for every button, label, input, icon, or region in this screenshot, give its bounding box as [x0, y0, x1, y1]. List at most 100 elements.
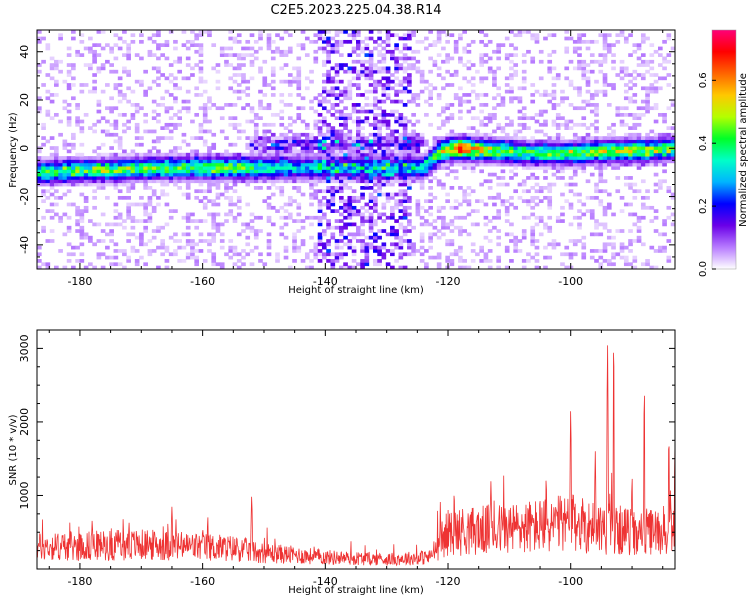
heatmap-cell: [317, 93, 323, 97]
heatmap-cell: [453, 205, 459, 210]
heatmap-cell: [143, 166, 148, 170]
heatmap-cell: [160, 162, 165, 167]
heatmap-cell: [168, 152, 174, 157]
heatmap-cell: [313, 142, 319, 147]
heatmap-cell: [551, 136, 557, 140]
heatmap-cell: [449, 159, 455, 164]
heatmap-cell: [415, 205, 421, 210]
heatmap-cell: [560, 176, 565, 180]
heatmap-cell: [113, 122, 119, 127]
heatmap-cell: [577, 136, 582, 140]
heatmap-cell: [381, 122, 387, 127]
heatmap-cell: [317, 222, 323, 227]
heatmap-cell: [147, 152, 153, 157]
heatmap-cell: [390, 252, 395, 257]
heatmap-cell: [364, 249, 370, 253]
heatmap-cell: [517, 139, 523, 144]
heatmap-cell: [509, 139, 514, 144]
heatmap-cell: [321, 96, 327, 101]
heatmap-cell: [623, 112, 629, 117]
heatmap-cell: [126, 232, 131, 237]
heatmap-cell: [279, 189, 285, 194]
heatmap-cell: [317, 126, 323, 130]
heatmap-cell: [54, 189, 59, 194]
heatmap-cell: [262, 59, 268, 64]
heatmap-cell: [568, 159, 574, 164]
heatmap-cell: [513, 146, 519, 150]
heatmap-cell: [543, 162, 548, 167]
heatmap-cell: [377, 262, 382, 267]
heatmap-cell: [105, 182, 110, 187]
heatmap-cell: [275, 33, 280, 38]
heatmap-cell: [126, 202, 131, 207]
heatmap-cell: [581, 255, 587, 260]
heatmap-cell: [262, 156, 268, 160]
heatmap-cell: [509, 66, 514, 71]
heatmap-cell: [62, 265, 68, 269]
heatmap-cell: [360, 195, 365, 200]
heatmap-cell: [628, 86, 633, 91]
heatmap-cell: [521, 79, 527, 84]
heatmap-cell: [513, 159, 519, 164]
heatmap-cell: [373, 126, 378, 130]
heatmap-cell: [521, 69, 527, 74]
heatmap-cell: [173, 179, 178, 184]
heatmap-cell: [117, 99, 123, 104]
heatmap-cell: [151, 33, 157, 38]
heatmap-cell: [92, 265, 97, 269]
heatmap-cell: [343, 136, 348, 140]
heatmap-cell: [198, 66, 204, 71]
heatmap-cell: [577, 156, 582, 160]
heatmap-cell: [79, 166, 85, 170]
heatmap-cell: [300, 219, 306, 223]
heatmap-cell: [321, 146, 327, 150]
heatmap-cell: [377, 83, 382, 87]
heatmap-cell: [258, 89, 263, 94]
heatmap-cell: [649, 129, 655, 134]
heatmap-cell: [577, 59, 582, 64]
heatmap-cell: [334, 109, 340, 114]
heatmap-cell: [58, 156, 63, 160]
heatmap-cell: [317, 146, 323, 150]
heatmap-cell: [432, 86, 438, 91]
heatmap-cell: [602, 156, 608, 160]
heatmap-cell: [368, 229, 374, 233]
heatmap-cell: [645, 36, 650, 41]
heatmap-cell: [219, 176, 225, 180]
heatmap-cell: [185, 169, 191, 174]
heatmap-cell: [279, 53, 285, 57]
heatmap-cell: [509, 89, 514, 94]
heatmap-cell: [364, 73, 370, 77]
heatmap-cell: [211, 159, 217, 164]
heatmap-cell: [483, 202, 489, 207]
heatmap-cell: [309, 159, 314, 164]
heatmap-cell: [287, 49, 293, 54]
heatmap-cell: [296, 245, 302, 250]
heatmap-cell: [628, 73, 633, 77]
heatmap-cell: [334, 159, 340, 164]
heatmap-cell: [602, 162, 608, 167]
heatmap-cell: [113, 166, 119, 170]
heatmap-cell: [530, 172, 536, 177]
heatmap-cell: [151, 189, 157, 194]
heatmap-cell: [113, 172, 119, 177]
heatmap-cell: [117, 76, 123, 81]
heatmap-cell: [241, 262, 246, 267]
heatmap-cell: [134, 159, 140, 164]
heatmap-cell: [517, 33, 523, 38]
heatmap-cell: [117, 136, 123, 140]
heatmap-cell: [555, 176, 561, 180]
heatmap-cell: [249, 63, 255, 67]
heatmap-cell: [309, 202, 314, 207]
heatmap-cell: [356, 43, 361, 47]
heatmap-cell: [49, 169, 55, 174]
heatmap-cell: [543, 152, 548, 157]
heatmap-cell: [530, 225, 536, 230]
heatmap-cell: [134, 235, 140, 240]
heatmap-cell: [653, 146, 659, 150]
heatmap-cell: [309, 39, 314, 44]
heatmap-cell: [202, 159, 208, 164]
heatmap-cell: [343, 172, 348, 177]
heatmap-cell: [270, 205, 276, 210]
heatmap-cell: [615, 112, 621, 117]
